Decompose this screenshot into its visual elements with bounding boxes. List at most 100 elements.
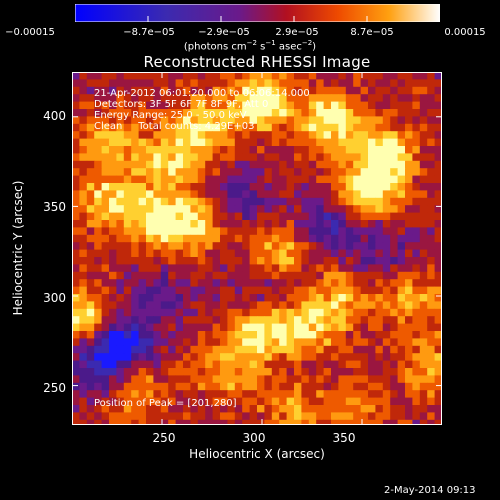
heatmap-cell [271,131,280,139]
heatmap-cell [249,279,258,287]
heatmap-cell [301,316,310,324]
heatmap-cell [153,101,162,110]
heatmap-cell [345,153,354,162]
heatmap-cell [427,382,435,391]
heatmap-cell [168,175,176,184]
heatmap-cell [234,86,243,95]
heatmap-cell [146,227,154,236]
heatmap-cell [183,390,191,398]
heatmap-cell [212,257,221,265]
heatmap-cell [146,131,154,139]
heatmap-cell [264,212,273,221]
heatmap-cell [257,123,265,132]
heatmap-cell [146,94,154,102]
heatmap-cell [375,153,384,162]
heatmap-cell [368,168,376,176]
heatmap-cell [412,382,421,391]
heatmap-cell [390,153,398,162]
heatmap-cell [301,153,310,162]
heatmap-cell [360,375,369,384]
heatmap-cell [345,146,354,154]
heatmap-cell [434,368,442,376]
heatmap-cell [360,338,369,347]
heatmap-cell [116,160,125,169]
heatmap-cell [331,227,339,236]
heatmap-cell [382,79,391,88]
heatmap-cell [375,271,384,280]
heatmap-cell [382,72,391,80]
heatmap-cell [294,390,302,398]
heatmap-cell [390,197,398,206]
heatmap-cell [338,390,347,398]
heatmap-cell [301,79,310,88]
x-axis-label: Heliocentric X (arcsec) [189,447,325,461]
heatmap-cell [227,345,236,354]
heatmap-cell [353,360,361,369]
heatmap-cell [279,419,287,425]
heatmap-cell [227,175,236,184]
heatmap-cell [264,345,273,354]
heatmap-cell [375,101,384,110]
heatmap-cell [234,390,243,398]
heatmap-cell [368,331,376,339]
heatmap-cell [242,338,250,347]
heatmap-cell [116,345,125,354]
heatmap-cell [353,345,361,354]
heatmap-cell [86,390,95,398]
heatmap-cell [323,331,332,339]
heatmap-cell [116,331,125,339]
heatmap-cell [316,131,324,139]
heatmap-cell [405,72,413,80]
heatmap-cell [175,86,184,95]
heatmap-cell [220,242,228,250]
heatmap-cell [279,123,287,132]
heatmap-cell [316,101,324,110]
heatmap-cell [279,257,287,265]
heatmap-cell [94,331,102,339]
heatmap-cell [368,94,376,102]
heatmap-cell [419,338,428,347]
heatmap-cell [264,301,273,310]
heatmap-cell [205,227,213,236]
heatmap-cell [331,323,339,332]
heatmap-cell [220,183,228,191]
heatmap-cell [405,242,413,250]
heatmap-cell [79,101,88,110]
heatmap-cell [197,212,206,221]
heatmap-cell [220,234,228,243]
heatmap-cell [183,360,191,369]
heatmap-cell [271,382,280,391]
heatmap-cell [427,390,435,398]
heatmap-cell [405,375,413,384]
heatmap-cell [123,368,132,376]
heatmap-cell [405,338,413,347]
heatmap-cell [123,242,132,250]
heatmap-cell [412,94,421,102]
heatmap-cell [86,331,95,339]
heatmap-cell [257,168,265,176]
heatmap-cell [234,212,243,221]
heatmap-cell [175,109,184,117]
heatmap-cell [257,323,265,332]
heatmap-cell [353,294,361,302]
heatmap-cell [316,212,324,221]
heatmap-cell [227,301,236,310]
heatmap-cell [160,146,169,154]
heatmap-cell [271,72,280,80]
heatmap-cell [308,249,317,258]
heatmap-cell [294,183,302,191]
heatmap-cell [390,190,398,199]
heatmap-cell [131,86,139,95]
heatmap-cell [412,323,421,332]
heatmap-cell [353,212,361,221]
heatmap-cell [168,257,176,265]
heatmap-cell [375,220,384,228]
heatmap-cell [397,138,406,147]
heatmap-cell [368,153,376,162]
heatmap-cell [190,331,199,339]
heatmap-cell [434,249,442,258]
heatmap-cell [146,419,154,425]
heatmap-cell [242,397,250,406]
heatmap-cell [153,146,162,154]
heatmap-cell [338,220,347,228]
